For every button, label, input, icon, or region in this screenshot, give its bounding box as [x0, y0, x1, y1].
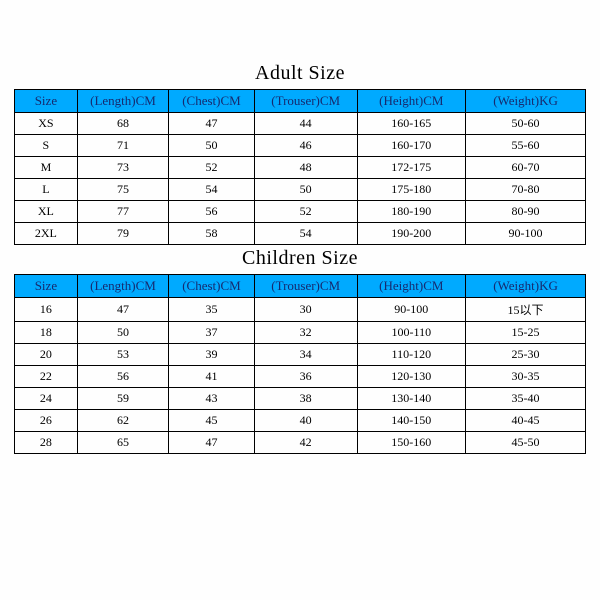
- children-table: Size (Length)CM (Chest)CM (Trouser)CM (H…: [14, 274, 586, 454]
- table-row: 22564136120-13030-35: [15, 366, 586, 388]
- table-row: 18503732100-11015-25: [15, 322, 586, 344]
- adult-col-size: Size: [15, 90, 78, 113]
- table-row: 20533934110-12025-30: [15, 344, 586, 366]
- adult-col-trouser: (Trouser)CM: [254, 90, 357, 113]
- children-col-chest: (Chest)CM: [169, 275, 255, 298]
- table-row: 28654742150-16045-50: [15, 432, 586, 454]
- table-row: M735248172-17560-70: [15, 157, 586, 179]
- table-row: 26624540140-15040-45: [15, 410, 586, 432]
- children-col-size: Size: [15, 275, 78, 298]
- size-chart: Adult Size Size (Length)CM (Chest)CM (Tr…: [0, 0, 600, 454]
- children-col-weight: (Weight)KG: [466, 275, 586, 298]
- adult-col-height: (Height)CM: [357, 90, 465, 113]
- adult-col-weight: (Weight)KG: [466, 90, 586, 113]
- table-row: XS684744160-16550-60: [15, 113, 586, 135]
- adult-col-length: (Length)CM: [77, 90, 168, 113]
- table-row: 2XL795854190-20090-100: [15, 223, 586, 245]
- table-row: XL775652180-19080-90: [15, 201, 586, 223]
- adult-col-chest: (Chest)CM: [169, 90, 255, 113]
- table-row: 1647353090-10015以下: [15, 298, 586, 322]
- children-title: Children Size: [14, 247, 586, 270]
- table-row: L755450175-18070-80: [15, 179, 586, 201]
- children-col-height: (Height)CM: [357, 275, 465, 298]
- children-col-length: (Length)CM: [77, 275, 168, 298]
- table-row: 24594338130-14035-40: [15, 388, 586, 410]
- adult-title: Adult Size: [14, 62, 586, 85]
- adult-table: Size (Length)CM (Chest)CM (Trouser)CM (H…: [14, 89, 586, 245]
- table-row: S715046160-17055-60: [15, 135, 586, 157]
- children-col-trouser: (Trouser)CM: [254, 275, 357, 298]
